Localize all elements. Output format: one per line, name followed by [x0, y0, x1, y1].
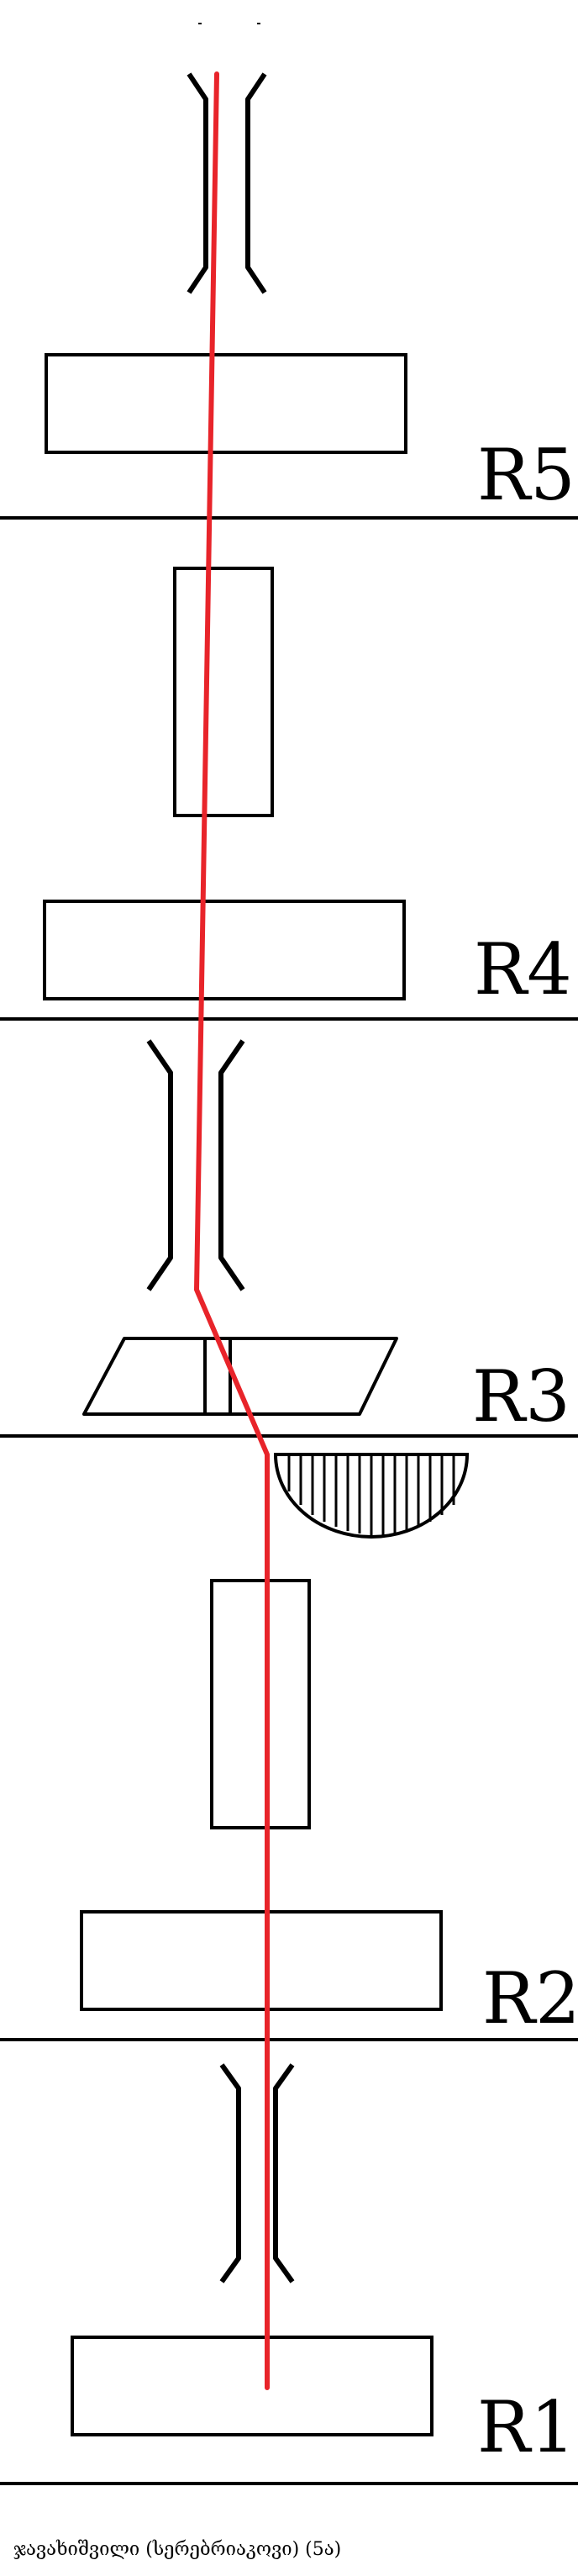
r2-label: R2: [482, 1957, 578, 2040]
r3-label: R3: [472, 1355, 570, 1438]
row-r4: R4: [0, 567, 578, 1021]
r3-hatched-half-disc: [273, 1453, 470, 1539]
r4-tall-box: [173, 567, 274, 817]
r1-bracket-pair: [219, 2063, 295, 2283]
caption-text: ჯავახიშვილი (სერებრიაკოვი) (5ა): [13, 2539, 342, 2560]
r4-wide-box: [43, 900, 406, 1000]
row-r5: R5: [0, 72, 578, 520]
r2-wide-box: [80, 1910, 443, 2011]
r1-wide-box: [71, 2336, 434, 2436]
r1-label: R1: [477, 2386, 575, 2468]
r3-parallelogram: [82, 1337, 398, 1416]
r5-label: R5: [477, 434, 575, 516]
red-path: [194, 71, 270, 2390]
row-r3: R3: [0, 1039, 578, 1539]
row-r2: R2: [0, 1579, 578, 2041]
r2-tall-box: [210, 1579, 311, 1829]
r5-wide-box: [45, 353, 407, 454]
row-r1: R1: [0, 2063, 578, 2485]
r4-label: R4: [474, 928, 572, 1011]
r5-bracket-pair: [187, 72, 267, 294]
r3-bracket-pair: [146, 1039, 245, 1291]
